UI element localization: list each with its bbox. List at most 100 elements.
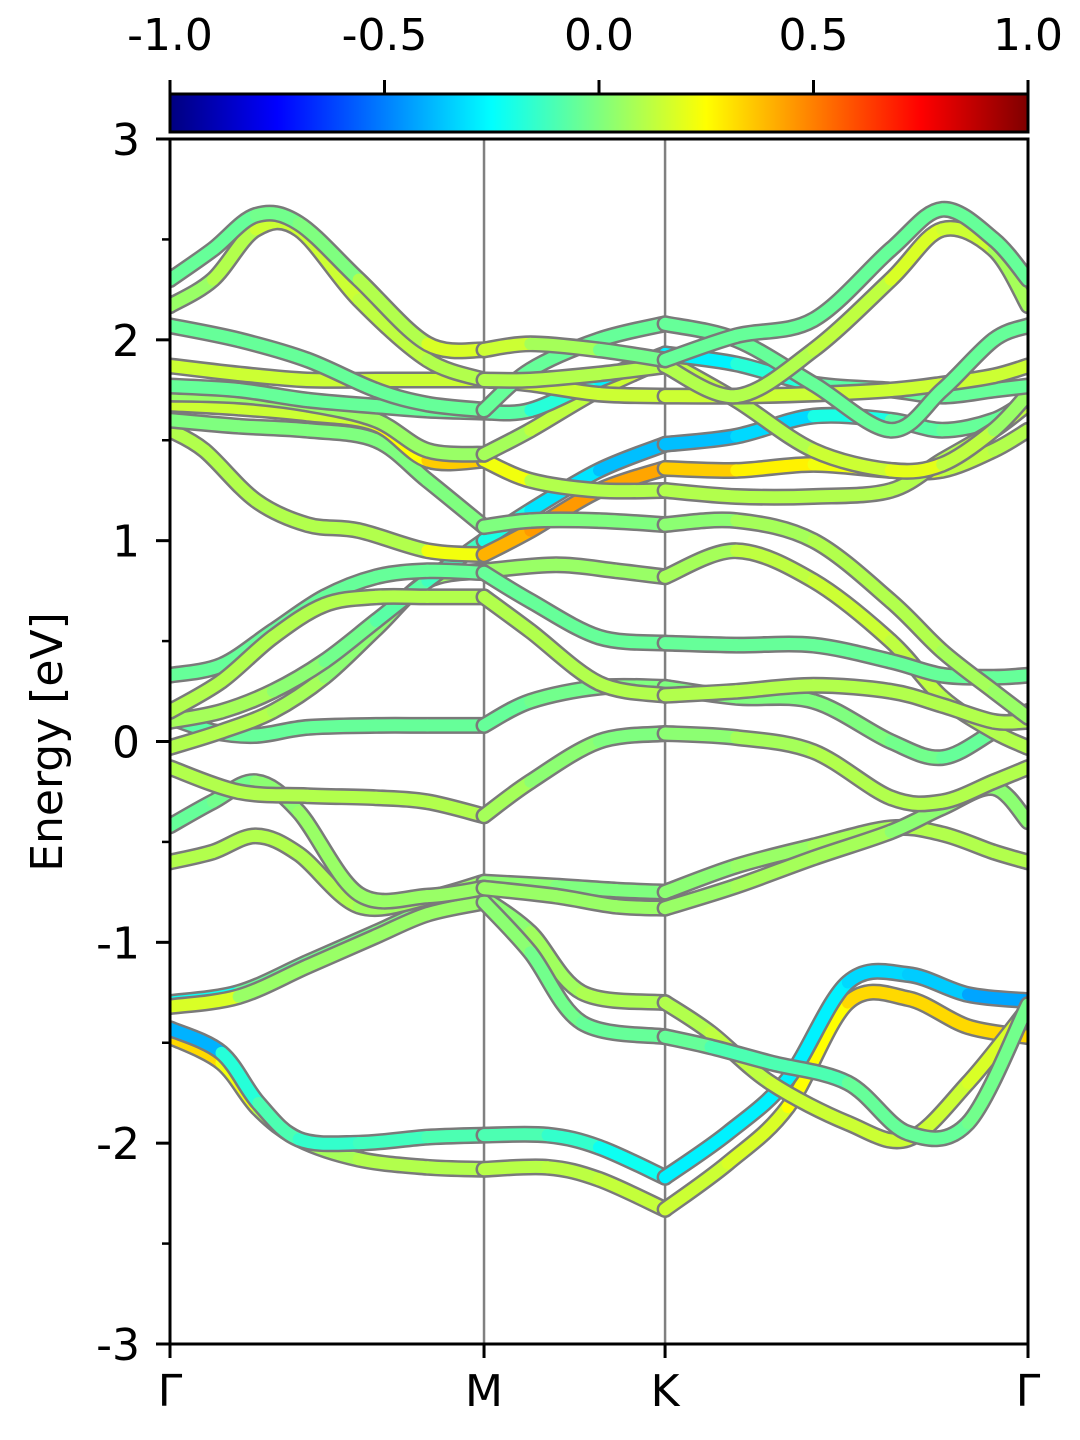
band-segment: [987, 424, 1028, 457]
band-segment: [730, 514, 820, 547]
kpoint-label: M: [465, 1366, 503, 1417]
band-segment: [659, 513, 743, 531]
band-segment: [301, 353, 382, 397]
colorbar-tick-label: -0.5: [342, 10, 428, 61]
band-segment: [301, 930, 382, 973]
y-tick-label: -2: [96, 1119, 140, 1170]
band-segment: [478, 1160, 554, 1176]
band-segment: [232, 384, 314, 407]
band-segment: [478, 882, 563, 903]
bands: [170, 200, 1028, 1218]
band-segment: [987, 685, 1028, 724]
band-segment: [730, 313, 820, 342]
band-segment: [318, 615, 382, 668]
band-segment: [730, 333, 820, 391]
band-segment: [292, 1133, 365, 1150]
band-segment: [292, 217, 365, 286]
colorbar-tick-label: 0.5: [779, 10, 849, 61]
band-segment: [659, 685, 743, 702]
band-segment: [730, 637, 820, 652]
band-segment: [659, 860, 743, 899]
band-segment: [593, 514, 672, 531]
band-segment: [215, 631, 279, 688]
colorbar: -1.0 -0.5 0.0 0.5 1.0: [127, 10, 1063, 134]
band-segment: [170, 990, 245, 1013]
band-segment: [659, 880, 743, 915]
band-segment: [421, 474, 491, 533]
band-segment: [884, 458, 949, 478]
band-segment: [841, 986, 914, 1009]
band-segment: [369, 791, 434, 808]
band-segment: [659, 1127, 734, 1184]
kpoint-label: Γ: [158, 1366, 183, 1417]
band-segment: [232, 420, 314, 437]
band-segment: [352, 293, 434, 366]
band-segment: [764, 1056, 854, 1089]
colorbar-tick-label: 1.0: [993, 10, 1063, 61]
band-segment: [524, 513, 605, 527]
band-segment: [170, 319, 245, 346]
band-segment: [730, 731, 820, 758]
band-segment: [730, 490, 820, 504]
band-segment: [232, 333, 314, 366]
band-segment: [807, 679, 897, 698]
band-segment: [730, 394, 820, 457]
band-segment: [352, 273, 434, 350]
y-axis-label: Energy [eV]: [22, 612, 73, 872]
band-segment: [721, 1101, 794, 1170]
band-segment: [301, 719, 382, 734]
colorbar-tick-label: 0.0: [564, 10, 634, 61]
band-segment: [524, 946, 588, 1029]
band-segment: [478, 514, 537, 533]
band-segment: [961, 998, 1028, 1130]
band-segment: [730, 851, 820, 893]
band-segment: [987, 388, 1028, 437]
band-segment: [232, 402, 314, 421]
band-segment: [730, 343, 820, 403]
band-segment: [421, 795, 491, 822]
band-segment: [659, 484, 743, 503]
band-segment: [524, 337, 605, 356]
band-segment: [232, 785, 314, 802]
band-segment: [807, 534, 897, 607]
band-segment: [301, 789, 382, 804]
band-segment: [524, 474, 605, 497]
plot-area: -3 -2 -1 0 1 2 3 Γ M K Γ Energy [eV]: [22, 115, 1041, 1417]
band-segment: [593, 359, 672, 380]
band-segment: [730, 679, 820, 698]
band-segment: [301, 518, 365, 537]
y-tick-label: -1: [96, 918, 140, 969]
band-segment: [807, 695, 897, 748]
band-segment: [659, 359, 743, 403]
band-segment: [593, 1173, 672, 1216]
band-segment: [807, 484, 897, 503]
band-segment: [593, 484, 672, 498]
band-segment: [987, 845, 1028, 868]
band-segment: [730, 458, 820, 477]
band-segment: [249, 494, 314, 531]
band-segment: [301, 394, 382, 413]
band-segment: [232, 960, 314, 1003]
band-segment: [369, 564, 434, 583]
band-segment: [170, 380, 245, 397]
y-tick-label: 3: [112, 115, 140, 166]
band-segment: [987, 319, 1028, 346]
band-segment: [841, 1076, 914, 1140]
band-segment: [232, 367, 314, 386]
band-segment: [524, 367, 605, 386]
band-segment: [987, 669, 1028, 684]
band-segment: [352, 1131, 434, 1150]
band-segment: [524, 735, 605, 788]
band-segment: [659, 462, 743, 477]
band-segment: [170, 398, 245, 415]
band-segment: [987, 359, 1028, 382]
band-segment: [884, 384, 949, 437]
band-segment: [301, 424, 382, 447]
colorbar-ticks: -1.0 -0.5 0.0 0.5 1.0: [127, 10, 1063, 94]
band-segment: [524, 594, 605, 644]
band-segment: [292, 805, 365, 901]
band-segment: [884, 594, 949, 658]
band-segment: [961, 988, 1028, 1007]
